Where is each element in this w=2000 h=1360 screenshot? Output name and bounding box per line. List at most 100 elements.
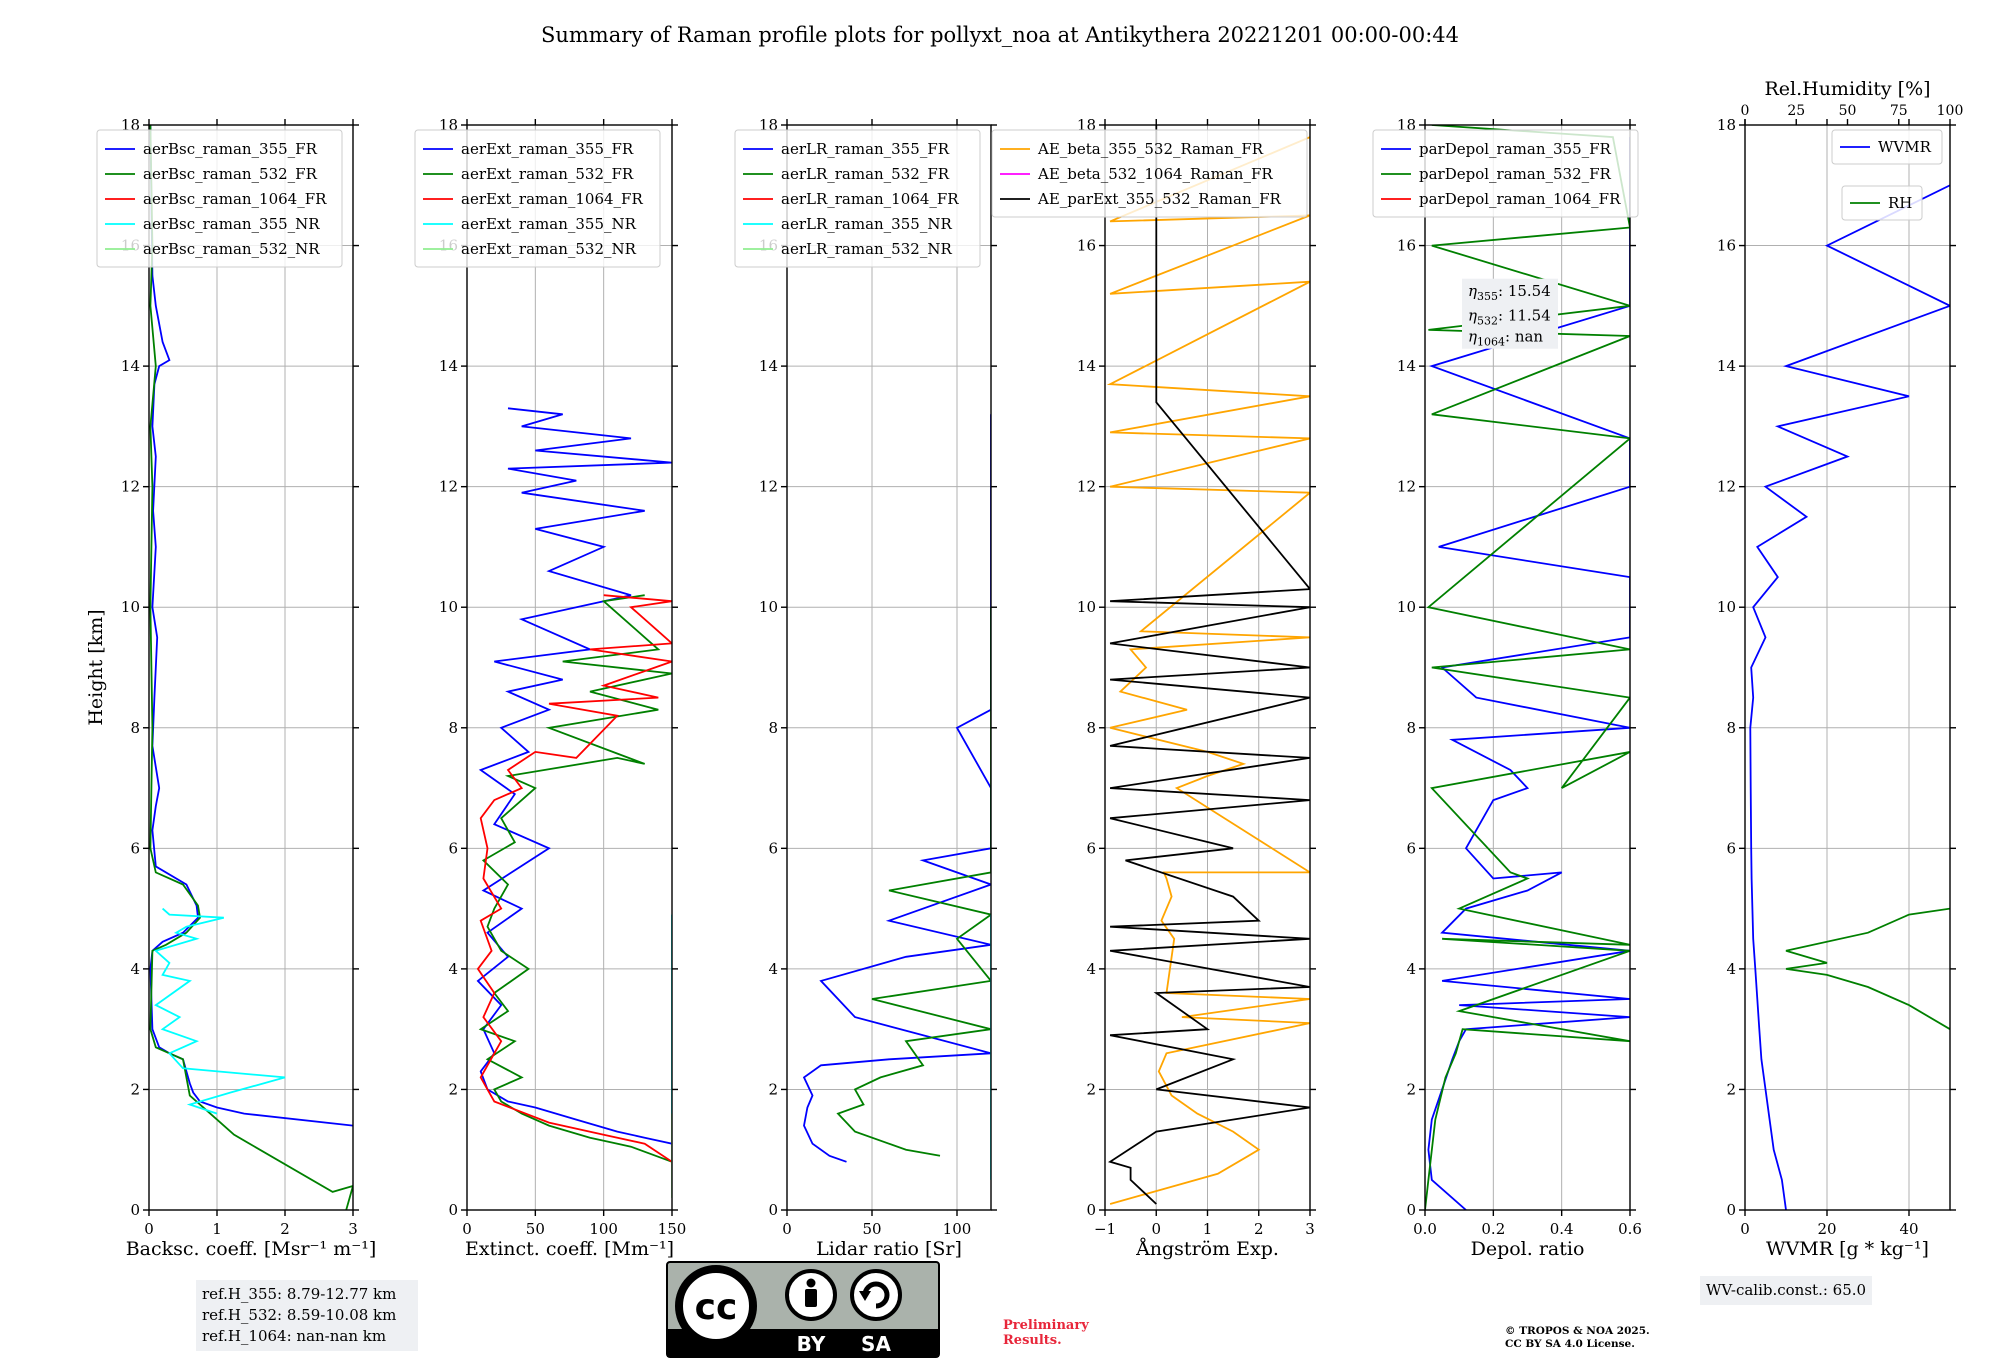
y-tick-label: 16 [1077,237,1096,255]
legend-label-WVMR: WVMR [1878,138,1932,156]
x-tick-label: 0.2 [1481,1220,1505,1238]
y-tick-label: 4 [1406,960,1416,978]
eta-value: : 15.54 [1498,282,1551,300]
y-tick-label: 6 [1726,839,1736,857]
eta-subscript: 355 [1477,290,1498,303]
sa-arrow-arc [862,1281,890,1309]
by-person-head [806,1278,816,1288]
series-line-AE_parExt_355_532_Raman_FR [1107,125,1310,1205]
panel-wvmr: 0 20 40 0 2 4 6 8 10 12 14 16 18 WVMR [g * kg⁻¹] 0 25 50… [1717,78,1963,1260]
eta-symbol: η [1468,306,1477,324]
y-tick-label: 14 [439,357,458,375]
y-tick-label: 8 [130,719,140,737]
y-tick-label: 12 [121,478,140,496]
x-tick-label: 100 [943,1220,972,1238]
legend-label-aerExt_raman_355_FR: aerExt_raman_355_FR [461,140,634,158]
series-line-aerExt_raman_1064_FR [476,594,672,1163]
x-axis-label: WVMR [g * kg⁻¹] [1766,1238,1929,1260]
y-tick-label: 0 [130,1201,140,1219]
legend-box [96,129,343,268]
eta-symbol: η [1468,327,1477,345]
y-tick-label: 2 [1726,1080,1736,1098]
legend-label-parDepol_raman_532_FR: parDepol_raman_532_FR [1419,165,1612,183]
x-tick-label: 2 [280,1220,290,1238]
x-tick-label: 0.4 [1550,1220,1574,1238]
series-line-RH [1785,817,1950,1031]
y-tick-label: 6 [768,839,778,857]
x-axis-label: Lidar ratio [Sr] [816,1238,962,1260]
y-tick-label: 12 [439,478,458,496]
by-label: BY [797,1332,826,1356]
wv-calib-const: WV-calib.const.: 65.0 [1706,1281,1867,1299]
y-tick-label: 6 [1086,839,1096,857]
series-line-WVMR [1749,184,1950,1210]
legend-box [734,129,981,268]
y-tick-label: 0 [1086,1201,1096,1219]
y-tick-label: 14 [759,357,778,375]
legend-label-AE_beta_532_1064_Raman_FR: AE_beta_532_1064_Raman_FR [1037,165,1273,183]
x-tick-label: 50 [526,1220,545,1238]
panel-lidarratio: 050100024681012141618Lidar ratio [Sr]aer… [734,116,997,1260]
legend-label-aerBsc_raman_532_FR: aerBsc_raman_532_FR [143,165,318,183]
series-line-aerBsc_raman_355_FR [149,125,353,1127]
legend-label-aerBsc_raman_355_FR: aerBsc_raman_355_FR [143,140,318,158]
y-tick-label: 0 [448,1201,458,1219]
x-axis-label: Depol. ratio [1471,1238,1585,1260]
legend-label-aerExt_raman_1064_FR: aerExt_raman_1064_FR [461,190,643,208]
legend-label-aerBsc_raman_1064_FR: aerBsc_raman_1064_FR [143,190,327,208]
eta-annotation-eta532: η532: 11.54 [1468,306,1551,327]
panel-extinction: 050100150024681012141618Extinct. coeff. … [414,116,686,1260]
x-tick-label: 2 [1254,1220,1264,1238]
cc-circle-icon [675,1265,757,1347]
copyright-line-1: © TROPOS & NOA 2025. [1505,1325,1650,1337]
series-line-aerLR_raman_532_FR [836,607,991,1157]
y-tick-label: 8 [1086,719,1096,737]
x-tick-label: 0.6 [1618,1220,1642,1238]
x-axis-label: Backsc. coeff. [Msr⁻¹ m⁻¹] [126,1238,377,1260]
y-tick-label: 14 [1717,357,1736,375]
x-tick-label: 0 [1151,1220,1161,1238]
legend-box [414,129,661,268]
legend-label-parDepol_raman_1064_FR: parDepol_raman_1064_FR [1419,190,1621,208]
eta-subscript: 532 [1477,314,1498,327]
sa-arrow-head [859,1291,871,1301]
y-tick-label: 4 [768,960,778,978]
y-tick-label: 14 [1077,357,1096,375]
legend-label-aerExt_raman_355_NR: aerExt_raman_355_NR [461,215,637,233]
top-tick-label: 75 [1890,103,1908,119]
series-line-aerLR_raman_355_FR [802,414,991,1163]
y-axis-label: Height [km] [85,609,107,725]
legend-box [1831,129,1943,165]
y-tick-label: 4 [448,960,458,978]
legend-label-aerExt_raman_532_FR: aerExt_raman_532_FR [461,165,634,183]
axes-frame [786,124,992,1211]
y-tick-label: 12 [759,478,778,496]
y-tick-label: 2 [130,1080,140,1098]
y-tick-label: 0 [768,1201,778,1219]
axes-frame [1744,124,1951,1211]
legend-label-aerLR_raman_1064_FR: aerLR_raman_1064_FR [781,190,959,208]
y-tick-label: 8 [448,719,458,737]
legend-label-parDepol_raman_355_FR: parDepol_raman_355_FR [1419,140,1612,158]
x-tick-label: 20 [1817,1220,1836,1238]
series-line-aerBsc_raman_355_NR [153,907,286,1115]
eta-annotation-eta1064: η1064: nan [1468,327,1543,348]
eta-value: : 11.54 [1498,306,1551,324]
legend-label-aerLR_raman_532_NR: aerLR_raman_532_NR [781,240,952,258]
y-tick-label: 4 [130,960,140,978]
figure-title: Summary of Raman profile plots for polly… [541,23,1459,47]
ref-height-355: ref.H_355: 8.79-12.77 km [202,1285,397,1303]
series-line-aerExt_raman_532_FR [478,594,672,1163]
x-tick-label: 3 [348,1220,358,1238]
eta-annotation-eta355: η355: 15.54 [1468,282,1551,303]
x-tick-label: 0 [462,1220,472,1238]
eta-subscript: 1064 [1477,335,1505,348]
y-tick-label: 10 [439,598,458,616]
y-tick-label: 2 [768,1080,778,1098]
y-tick-label: 10 [1077,598,1096,616]
x-tick-label: −1 [1094,1220,1116,1238]
legend-box [991,129,1308,218]
eta-value: : nan [1505,327,1543,345]
y-tick-label: 6 [1406,839,1416,857]
